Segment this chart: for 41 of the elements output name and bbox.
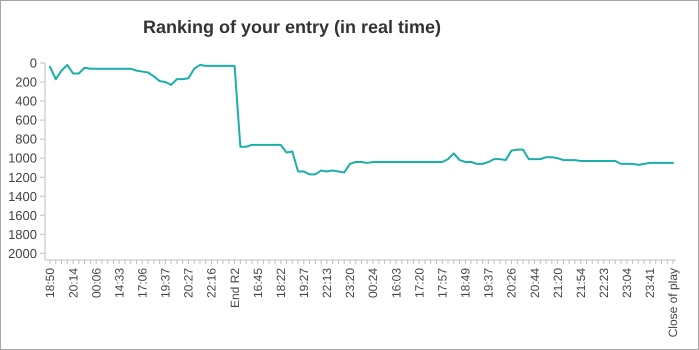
x-tick-label: 20:27 bbox=[182, 268, 196, 298]
y-tick-label: 0 bbox=[30, 56, 37, 71]
x-tick-label: 23:41 bbox=[643, 268, 658, 298]
x-tick-label: 14:33 bbox=[112, 268, 126, 298]
x-tick-label: 00:06 bbox=[89, 268, 104, 298]
y-tick-label: 200 bbox=[15, 74, 37, 90]
x-tick-label: 19:37 bbox=[482, 268, 496, 298]
x-tick-label: 00:24 bbox=[366, 268, 380, 298]
x-tick-label: 17:20 bbox=[412, 268, 426, 298]
x-tick-label: 17:57 bbox=[435, 268, 450, 298]
line-series bbox=[49, 64, 674, 176]
y-tick-label: 1000 bbox=[8, 150, 37, 166]
x-tick-label: 20:44 bbox=[528, 268, 542, 298]
x-tick-label: 21:20 bbox=[550, 268, 565, 298]
x-tick-label: 23:20 bbox=[343, 268, 358, 298]
y-tick-label: 800 bbox=[15, 132, 37, 147]
x-tick-label: 17:06 bbox=[135, 268, 150, 298]
x-tick-label: 21:54 bbox=[574, 268, 588, 298]
x-tick-label: 18:22 bbox=[274, 268, 288, 298]
y-tick-label: 1600 bbox=[8, 208, 37, 223]
y-tick-label: 2000 bbox=[8, 246, 37, 261]
x-tick-label: 23:04 bbox=[620, 268, 634, 298]
y-tick-label: 1200 bbox=[8, 170, 37, 185]
x-tick-label: 22:23 bbox=[596, 268, 611, 298]
x-tick-label: 19:27 bbox=[297, 268, 312, 298]
x-tick-label: 16:45 bbox=[250, 268, 265, 298]
y-tick-label: 1400 bbox=[8, 188, 37, 204]
chart-title: Ranking of your entry (in real time) bbox=[142, 17, 442, 37]
x-tick-label: 16:03 bbox=[389, 268, 404, 298]
x-tick-label: 18:50 bbox=[43, 268, 58, 298]
y-tick-label: 1800 bbox=[8, 226, 37, 242]
x-tick-label: 18:49 bbox=[458, 268, 473, 298]
x-tick-label: Close of play bbox=[666, 268, 680, 338]
x-tick-label: End R2 bbox=[228, 268, 242, 308]
x-tick-label: 22:13 bbox=[320, 268, 334, 298]
x-tick-label: 19:37 bbox=[158, 268, 173, 298]
x-tick-label: 20:26 bbox=[504, 268, 519, 298]
y-tick-label: 600 bbox=[15, 112, 37, 128]
y-tick-label: 400 bbox=[15, 94, 37, 109]
x-tick-label: 20:14 bbox=[66, 268, 80, 298]
x-tick-label: 22:16 bbox=[204, 268, 219, 298]
